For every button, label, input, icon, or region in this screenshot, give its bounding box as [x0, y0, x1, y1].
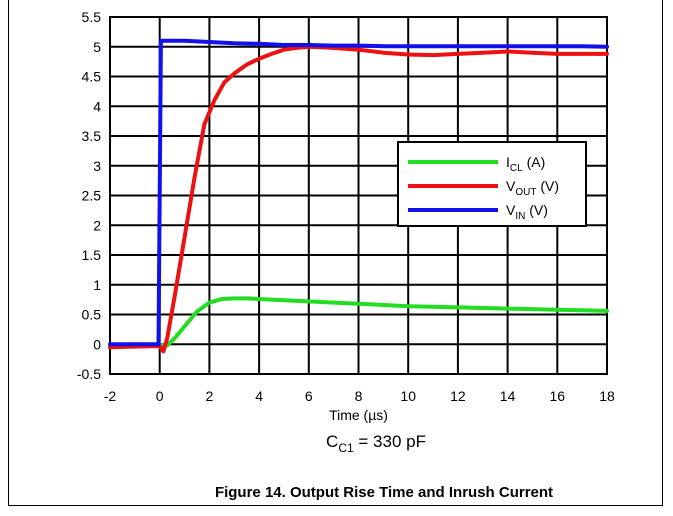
y-tick-label-9: 4	[93, 98, 101, 114]
legend-label-0: ICL (A)	[506, 154, 545, 174]
y-tick-label-3: 1	[93, 277, 101, 293]
y-tick-label-0: -0.5	[77, 366, 101, 382]
x-axis-tick-labels: -2 0 2 4 6 8 10 12 14 16 18	[104, 388, 615, 404]
series-line-2	[108, 38, 609, 347]
x-tick-label-0: -2	[104, 388, 117, 404]
y-tick-label-6: 2.5	[82, 188, 102, 204]
y-tick-label-7: 3	[93, 158, 101, 174]
y-tick-label-8: 3.5	[82, 128, 102, 144]
y-tick-label-5: 2	[93, 217, 101, 233]
y-tick-label-12: 5.5	[82, 9, 102, 25]
y-tick-label-11: 5	[93, 39, 101, 55]
x-tick-label-2: 2	[206, 388, 214, 404]
y-axis-tick-labels: -0.5 0 0.5 1 1.5 2 2.5 3 3.5 4 4.5 5 5.5	[77, 9, 101, 382]
figure-caption: Figure 14. Output Rise Time and Inrush C…	[215, 484, 553, 501]
x-tick-label-8: 14	[500, 388, 516, 404]
series-line-1	[108, 44, 609, 354]
x-tick-label-5: 8	[355, 388, 363, 404]
x-tick-label-7: 12	[450, 388, 466, 404]
plot-area	[109, 16, 608, 375]
condition-sub: C1	[338, 441, 354, 455]
x-tick-label-10: 18	[599, 388, 615, 404]
x-axis-label: Time (µs)	[329, 407, 388, 423]
condition-main: C	[326, 432, 338, 451]
x-tick-label-1: 0	[156, 388, 164, 404]
y-tick-label-2: 0.5	[82, 307, 102, 323]
y-tick-label-4: 1.5	[82, 247, 102, 263]
y-tick-label-1: 0	[93, 336, 101, 352]
y-tick-label-10: 4.5	[82, 69, 102, 85]
legend-label-1: VOUT (V)	[506, 178, 559, 198]
series-line-0	[108, 296, 609, 348]
legend: ICL (A) VOUT (V) VIN (V)	[397, 141, 587, 227]
x-tick-label-6: 10	[400, 388, 416, 404]
condition-rest: = 330 pF	[354, 432, 426, 451]
x-tick-label-4: 6	[305, 388, 313, 404]
condition-label: CC1 = 330 pF	[326, 432, 426, 455]
x-tick-label-9: 16	[550, 388, 566, 404]
x-tick-label-3: 4	[255, 388, 263, 404]
legend-label-2: VIN (V)	[506, 202, 548, 222]
figure-frame	[8, 0, 663, 506]
series-lines	[108, 38, 609, 354]
